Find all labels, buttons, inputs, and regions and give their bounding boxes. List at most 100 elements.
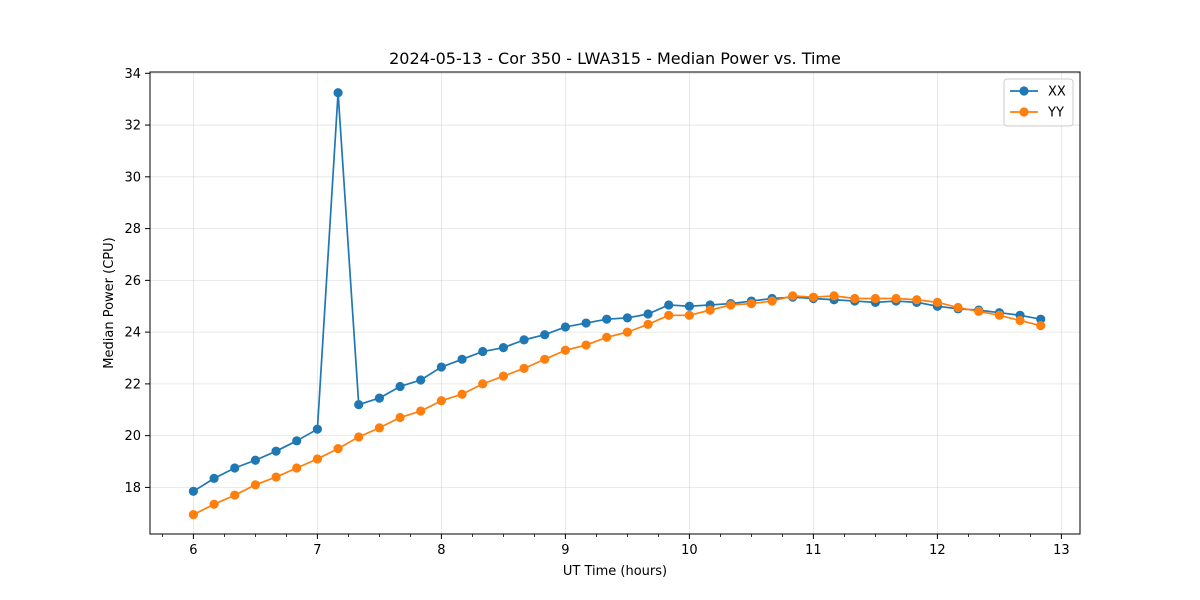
data-point-xx xyxy=(395,381,405,392)
x-tick-label: 12 xyxy=(929,543,946,558)
data-point-yy xyxy=(540,354,550,364)
data-point-yy xyxy=(788,291,798,301)
data-point-yy xyxy=(209,499,219,509)
data-point-yy xyxy=(1015,315,1025,326)
data-point-yy xyxy=(498,371,508,381)
legend: XX YY xyxy=(1003,78,1074,127)
data-point-xx xyxy=(230,463,240,473)
data-point-yy xyxy=(870,293,881,304)
y-tick-label: 20 xyxy=(124,429,141,444)
series-layer xyxy=(188,88,1046,520)
y-tick-label: 34 xyxy=(124,67,141,82)
data-point-yy xyxy=(374,423,384,433)
data-point-xx xyxy=(209,473,219,483)
data-point-xx xyxy=(354,399,364,410)
data-point-yy xyxy=(726,300,736,310)
data-point-yy xyxy=(829,291,839,301)
data-point-yy xyxy=(312,454,322,464)
y-tick-label: 30 xyxy=(124,170,141,185)
y-axis-label: Median Power (CPU) xyxy=(102,237,117,368)
data-point-xx xyxy=(684,301,695,311)
data-point-yy xyxy=(891,293,901,304)
data-point-yy xyxy=(767,296,777,306)
data-point-yy xyxy=(994,310,1005,320)
y-tick-label: 24 xyxy=(124,326,141,341)
data-point-xx xyxy=(581,318,591,328)
x-tick-label: 8 xyxy=(437,543,445,558)
data-point-yy xyxy=(622,327,633,337)
x-tick-label: 9 xyxy=(561,543,569,558)
legend-marker-xx xyxy=(1019,86,1029,96)
data-point-yy xyxy=(850,293,860,304)
axis-ticks: 6 7 8 9 10 11 12 13 18 20 22 24 26 28 30 32 34 xyxy=(124,67,1069,558)
data-point-yy xyxy=(188,509,198,520)
legend-label-xx: XX xyxy=(1048,85,1066,100)
data-point-xx xyxy=(519,335,529,345)
data-point-xx xyxy=(622,313,633,323)
y-tick-label: 28 xyxy=(124,222,141,237)
data-point-yy xyxy=(808,292,819,302)
grid-lines xyxy=(150,72,1080,534)
x-tick-label: 11 xyxy=(805,543,822,558)
data-point-yy xyxy=(560,345,571,355)
data-point-xx xyxy=(560,322,571,332)
data-point-yy xyxy=(602,332,612,342)
data-point-xx xyxy=(374,393,384,403)
legend-marker-yy xyxy=(1019,107,1029,117)
data-point-yy xyxy=(457,389,467,399)
data-point-yy xyxy=(664,310,674,320)
series-yy xyxy=(188,291,1046,520)
x-tick-label: 13 xyxy=(1053,543,1070,558)
data-point-yy xyxy=(684,310,695,320)
data-point-yy xyxy=(478,379,488,389)
data-point-yy xyxy=(705,305,715,315)
chart-title: 2024-05-13 - Cor 350 - LWA315 - Median P… xyxy=(389,49,841,68)
plot-frame xyxy=(149,71,1081,535)
data-point-xx xyxy=(643,309,653,319)
data-point-yy xyxy=(519,363,529,373)
data-point-yy xyxy=(912,295,922,305)
data-point-yy xyxy=(643,319,653,329)
data-point-yy xyxy=(250,480,260,490)
data-point-yy xyxy=(1036,321,1046,331)
x-axis-label: UT Time (hours) xyxy=(563,564,667,579)
data-point-yy xyxy=(932,297,943,307)
data-point-yy xyxy=(746,299,757,309)
data-point-yy xyxy=(953,302,963,313)
data-point-yy xyxy=(416,406,426,416)
legend-label-yy: YY xyxy=(1047,106,1064,121)
data-point-yy xyxy=(333,443,343,454)
data-point-yy xyxy=(581,340,591,350)
y-tick-label: 18 xyxy=(124,481,141,496)
data-point-yy xyxy=(230,490,240,500)
data-point-xx xyxy=(602,314,612,324)
y-tick-label: 22 xyxy=(124,377,141,392)
data-point-xx xyxy=(457,354,467,364)
data-point-xx xyxy=(436,362,446,372)
x-tick-label: 10 xyxy=(681,543,698,558)
data-point-xx xyxy=(312,424,322,434)
data-point-xx xyxy=(478,346,488,357)
data-point-yy xyxy=(354,432,364,442)
data-point-yy xyxy=(395,412,405,423)
data-point-xx xyxy=(498,343,508,353)
data-point-xx xyxy=(1036,314,1046,324)
data-point-yy xyxy=(292,463,302,473)
data-point-xx xyxy=(188,486,198,496)
x-tick-label: 6 xyxy=(189,543,197,558)
data-point-xx xyxy=(540,330,550,340)
data-point-xx xyxy=(271,446,281,456)
data-point-xx xyxy=(416,375,426,385)
data-point-yy xyxy=(436,396,446,406)
data-point-xx xyxy=(250,455,260,465)
y-tick-label: 26 xyxy=(124,274,141,289)
y-tick-label: 32 xyxy=(124,119,141,134)
data-point-xx xyxy=(664,300,674,310)
data-point-xx xyxy=(333,88,343,98)
x-tick-label: 7 xyxy=(313,543,321,558)
data-point-yy xyxy=(271,472,281,482)
data-point-xx xyxy=(292,436,302,446)
data-point-yy xyxy=(974,306,984,317)
